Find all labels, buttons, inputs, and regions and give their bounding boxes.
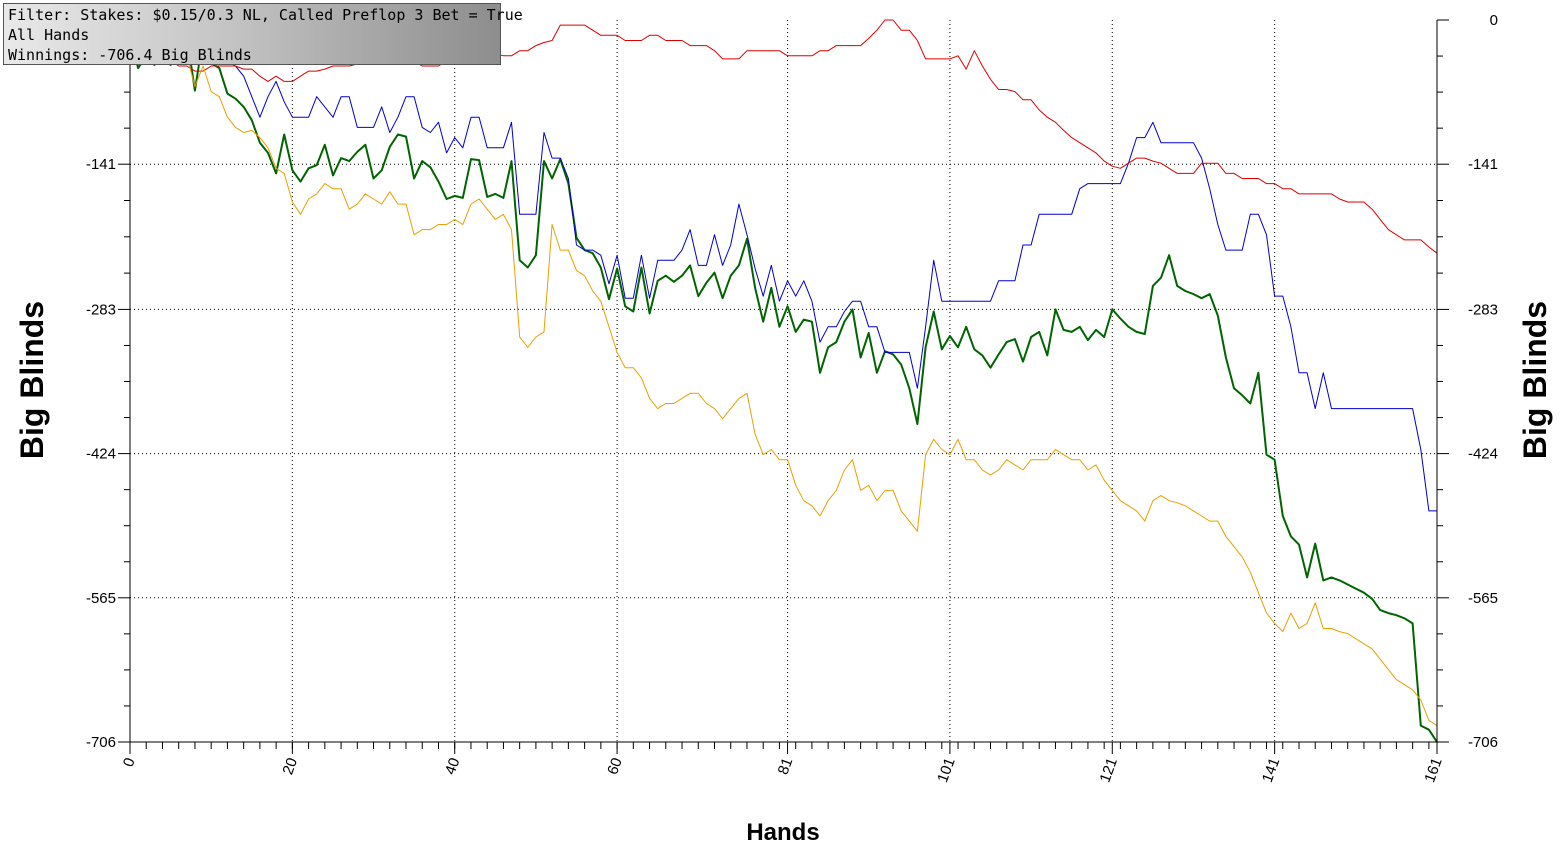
- grid-lines: [130, 20, 1437, 742]
- x-tick-label: 20: [279, 756, 301, 777]
- y-tick-label-right: 0: [1490, 12, 1498, 29]
- y-tick-label-right: -565: [1468, 590, 1498, 607]
- winnings-text: Winnings: -706.4 Big Blinds: [8, 46, 252, 64]
- x-tick-label: 101: [934, 756, 959, 785]
- y-tick-label-left: -706: [86, 734, 116, 751]
- y-axis-title-right: Big Blinds: [1517, 301, 1553, 459]
- x-tick-label: 0: [120, 756, 139, 770]
- filter-info-box: Filter: Stakes: $0.15/0.3 NL, Called Pre…: [3, 3, 523, 65]
- series-line-1: [129, 24, 1437, 512]
- y-tick-label-left: -565: [86, 590, 116, 607]
- x-tick-label: 121: [1097, 756, 1122, 785]
- y-tick-label-left: -424: [86, 446, 116, 463]
- hands-text: All Hands: [8, 26, 90, 44]
- y-tick-label-right: -424: [1468, 446, 1498, 463]
- axes: 02040608110112114116100-141-141-283-283-…: [86, 12, 1498, 785]
- y-tick-label-right: -141: [1468, 156, 1498, 173]
- x-axis-title: Hands: [746, 819, 819, 846]
- x-tick-label: 81: [775, 756, 797, 777]
- x-tick-label: 60: [604, 756, 626, 777]
- filter-text: Filter: Stakes: $0.15/0.3 NL, Called Pre…: [8, 6, 523, 24]
- series-line-0: [129, 34, 1438, 743]
- y-tick-label-right: -283: [1468, 301, 1498, 318]
- series-line-2: [129, 19, 1438, 254]
- y-tick-label-left: -141: [86, 156, 116, 173]
- y-tick-label-right: -706: [1468, 734, 1498, 751]
- y-axis-title-left: Big Blinds: [14, 301, 50, 459]
- x-tick-label: 141: [1259, 756, 1284, 785]
- series-lines: [129, 19, 1438, 743]
- x-tick-label: 161: [1421, 756, 1446, 785]
- x-tick-label: 40: [442, 756, 464, 777]
- series-line-3: [129, 38, 1438, 727]
- y-tick-label-left: -283: [86, 301, 116, 318]
